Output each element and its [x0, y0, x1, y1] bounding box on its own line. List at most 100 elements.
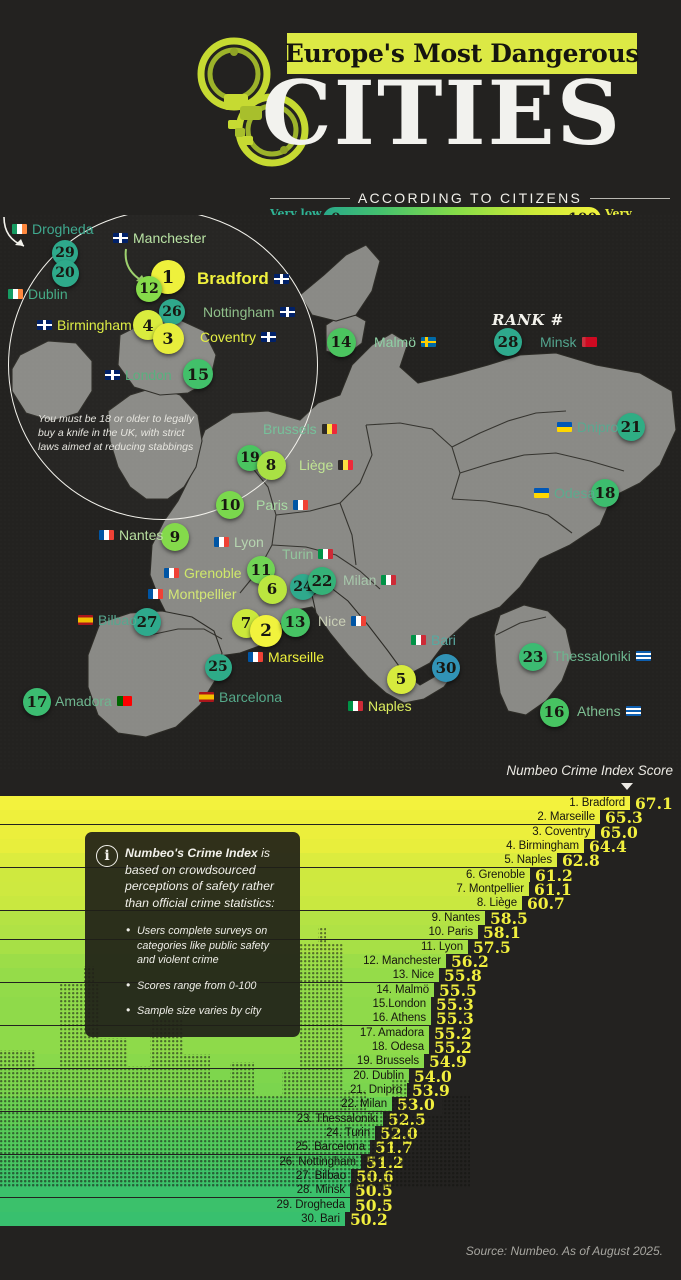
map-marker-nottingham[interactable]: 26 [159, 299, 185, 325]
bar-segment: 27. Bilbao [0, 1169, 351, 1183]
info-bullet-list: Users complete surveys on categories lik… [125, 923, 287, 1019]
info-box: i Numbeo's Crime Index is based on crowd… [85, 832, 300, 1037]
bar-segment: 18. Odesa [0, 1040, 429, 1054]
bar-value-label: 55.2 [434, 1023, 472, 1043]
table-row: 25. Barcelona 51.7 [0, 1138, 413, 1157]
map-marker-malm[interactable]: 14 [326, 327, 356, 357]
bar-category-label: 20. Dublin [353, 1070, 404, 1082]
city-name: Dublin [28, 286, 68, 302]
bar-category-label: 15.London [372, 998, 427, 1010]
map-marker-marseille[interactable]: 2 [250, 615, 282, 647]
table-row: 30. Bari 50.2 [0, 1210, 388, 1229]
bar-segment: 19. Brussels [0, 1054, 424, 1068]
europe-map: RANK # 1 Bradford 12 Manchester 29 Drogheda 20… [0, 215, 681, 770]
table-row: 19. Brussels 54.9 [0, 1052, 467, 1071]
bar-category-label: 12. Manchester [363, 955, 441, 967]
map-marker-coventry[interactable]: 3 [152, 322, 184, 354]
bar-value-label: 54.0 [414, 1066, 452, 1086]
map-marker-dnipro[interactable]: 21 [617, 413, 645, 441]
bar-category-label: 23. Thessaloniki [296, 1113, 378, 1125]
city-name: Athens [577, 703, 621, 719]
bar-segment: 29. Drogheda [0, 1198, 350, 1212]
map-marker-bari[interactable]: 30 [432, 654, 460, 682]
map-marker-lige[interactable]: 8 [256, 450, 286, 480]
header: Europe's Most Dangerous CITIES ACCORDING… [0, 0, 681, 258]
bar-category-label: 8. Liège [476, 897, 517, 909]
city-name: Naples [368, 698, 412, 714]
rule-right [590, 197, 671, 199]
city-name: Bilbao [98, 612, 137, 628]
map-marker-grenoble[interactable]: 6 [257, 574, 287, 604]
map-label-milan: Milan [343, 572, 397, 588]
map-label-london: London [105, 367, 172, 383]
map-marker-odesa[interactable]: 18 [591, 479, 619, 507]
flag-ua [557, 422, 572, 432]
map-label-paris: Paris [256, 497, 308, 513]
flag-uk [279, 307, 295, 317]
bar-category-label: 11. Lyon [420, 941, 463, 953]
map-marker-amadora[interactable]: 17 [23, 688, 51, 716]
map-label-minsk: Minsk [540, 334, 597, 350]
bar-value-label: 56.2 [451, 951, 489, 971]
info-icon: i [96, 845, 118, 867]
bar-category-label: 9. Nantes [431, 912, 480, 924]
bar-segment: 20. Dublin [0, 1069, 409, 1083]
bar-category-label: 18. Odesa [371, 1041, 424, 1053]
map-label-montpellier: Montpellier [148, 586, 236, 602]
city-name: London [125, 367, 172, 383]
flag-be [338, 460, 354, 470]
info-bullet: Sample size varies by city [125, 1003, 287, 1019]
city-name: Paris [256, 497, 288, 513]
city-name: Minsk [540, 334, 577, 350]
map-label-turin: Turin [282, 546, 334, 562]
bar-value-label: 62.8 [562, 850, 600, 870]
bar-value-label: 64.4 [589, 836, 627, 856]
map-marker-nice[interactable]: 13 [280, 607, 310, 637]
bar-segment: 1. Bradford [0, 796, 630, 810]
city-name: Odesa [554, 485, 596, 501]
flag-uk [105, 370, 120, 380]
map-marker-manchester[interactable]: 12 [136, 276, 162, 302]
map-marker-thessaloniki[interactable]: 23 [519, 643, 547, 671]
bar-segment: 26. Nottingham [0, 1155, 361, 1169]
info-lead-text: Numbeo's Crime Index is based on crowdso… [125, 845, 287, 911]
city-name: Lyon [234, 534, 264, 550]
map-marker-paris[interactable]: 10 [216, 491, 244, 519]
map-marker-dublin[interactable]: 20 [51, 259, 79, 287]
map-marker-london[interactable]: 15 [183, 359, 213, 389]
map-label-bilbao: Bilbao [78, 612, 137, 628]
bar-category-label: 21. Dnipro [349, 1084, 402, 1096]
map-label-nottingham: Nottingham [203, 304, 295, 320]
bar-value-label: 67.1 [635, 793, 673, 813]
map-label-athens: Athens [577, 703, 641, 719]
bar-category-label: 29. Drogheda [276, 1199, 346, 1211]
handcuffs-icon [197, 37, 309, 167]
title-banner: Europe's Most Dangerous [285, 33, 639, 74]
map-label-lyon: Lyon [214, 534, 264, 550]
table-row: 2. Marseille 65.3 [0, 808, 643, 827]
bar-category-label: 10. Paris [428, 926, 474, 938]
map-marker-athens[interactable]: 16 [539, 697, 569, 727]
flag-se [421, 337, 437, 347]
map-marker-nantes[interactable]: 9 [161, 523, 189, 551]
city-name: Coventry [200, 329, 257, 345]
table-row: 21. Dnipro 53.9 [0, 1081, 450, 1100]
flag-uk [261, 332, 277, 342]
map-marker-barcelona[interactable]: 25 [204, 653, 232, 681]
bar-category-label: 27. Bilbao [295, 1170, 346, 1182]
city-name: Grenoble [184, 565, 242, 581]
city-name: Nottingham [203, 304, 275, 320]
map-marker-minsk[interactable]: 28 [494, 328, 522, 356]
bar-category-label: 30. Bari [301, 1213, 340, 1225]
bar-category-label: 25. Barcelona [295, 1141, 365, 1153]
map-marker-bilbao[interactable]: 27 [133, 608, 161, 636]
map-marker-milan[interactable]: 22 [308, 567, 336, 595]
bar-value-label: 65.0 [600, 822, 638, 842]
subtitle-row: ACCORDING TO CITIZENS [270, 188, 671, 208]
map-marker-lyon[interactable]: 11 [247, 556, 275, 584]
flag-it [348, 701, 363, 711]
map-marker-naples[interactable]: 5 [386, 664, 416, 694]
flag-by [581, 337, 597, 347]
flag-es [78, 615, 93, 625]
table-row: 28. Minsk 50.5 [0, 1181, 393, 1200]
